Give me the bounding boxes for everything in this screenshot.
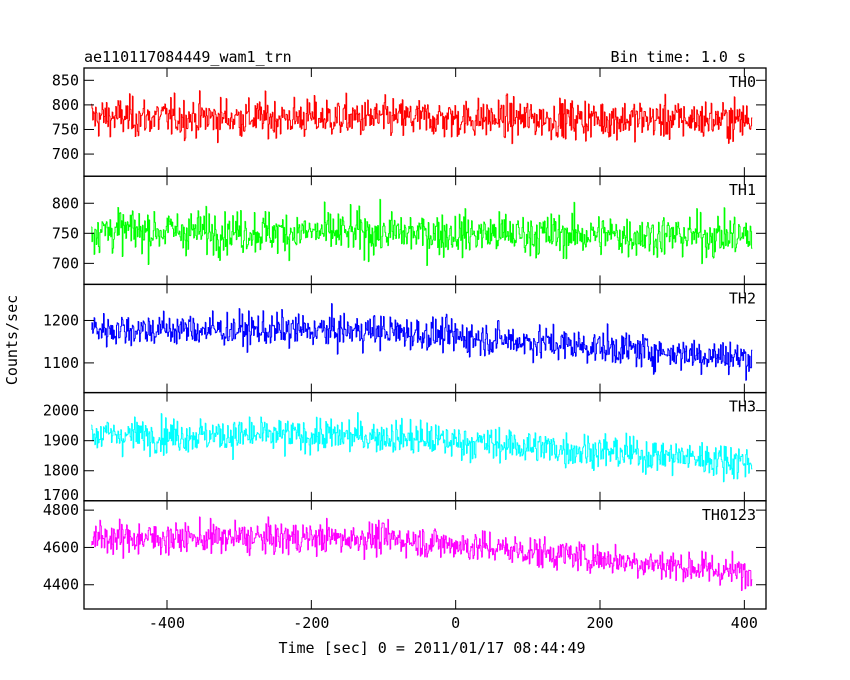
y-tick-label: 4400 <box>43 576 79 594</box>
y-tick-label: 800 <box>52 96 79 114</box>
series-th2 <box>91 303 753 381</box>
y-tick-label: 1900 <box>43 432 79 450</box>
series-th0 <box>91 90 753 145</box>
panel-th1: 700 750 800 TH1 <box>52 175 767 286</box>
y-tick-label: 1200 <box>43 311 79 329</box>
y-axis-label: Counts/sec <box>3 295 21 385</box>
series-th3 <box>91 412 753 483</box>
y-tick-label: 1700 <box>43 486 79 504</box>
x-axis-label: Time [sec] 0 = 2011/01/17 08:44:49 <box>278 639 585 657</box>
series-label: TH0123 <box>702 506 756 524</box>
y-tick-label: 700 <box>52 145 79 163</box>
series-label: TH2 <box>729 289 756 307</box>
panel-th0123: 4400 4600 4800 TH0123 <box>43 500 767 610</box>
panel-th3: 1700 1800 1900 2000 TH3 <box>43 391 767 504</box>
y-tick-label: 700 <box>52 254 79 272</box>
x-tick-label: -200 <box>293 614 329 632</box>
y-tick-label: 750 <box>52 224 79 242</box>
series-label: TH1 <box>729 181 756 199</box>
y-tick-label: 1100 <box>43 354 79 372</box>
series-th1 <box>91 198 753 266</box>
series-label: TH3 <box>729 398 756 416</box>
panel-th2: 1100 1200 TH2 <box>43 283 767 394</box>
y-tick-label: 4800 <box>43 501 79 519</box>
x-tick-label: 0 <box>451 614 460 632</box>
x-tick-label: 200 <box>586 614 613 632</box>
y-tick-label: 2000 <box>43 402 79 420</box>
panels: 700 750 800 850 TH0 700 750 800 TH1 1100 1200 TH2 17… <box>43 67 767 632</box>
y-tick-label: 850 <box>52 71 79 89</box>
y-tick-label: 800 <box>52 194 79 212</box>
x-tick-label: -400 <box>149 614 185 632</box>
panel-frame <box>83 500 767 610</box>
chart-title: ae110117084449_wam1_trn <box>84 48 292 66</box>
panel-th0: 700 750 800 850 TH0 <box>52 67 767 177</box>
x-tick-label: 400 <box>731 614 758 632</box>
series-th0123 <box>91 516 753 592</box>
y-tick-label: 4600 <box>43 538 79 556</box>
bin-time-label: Bin time: 1.0 s <box>611 48 746 66</box>
y-tick-label: 1800 <box>43 462 79 480</box>
y-tick-label: 750 <box>52 120 79 138</box>
series-label: TH0 <box>729 73 756 91</box>
